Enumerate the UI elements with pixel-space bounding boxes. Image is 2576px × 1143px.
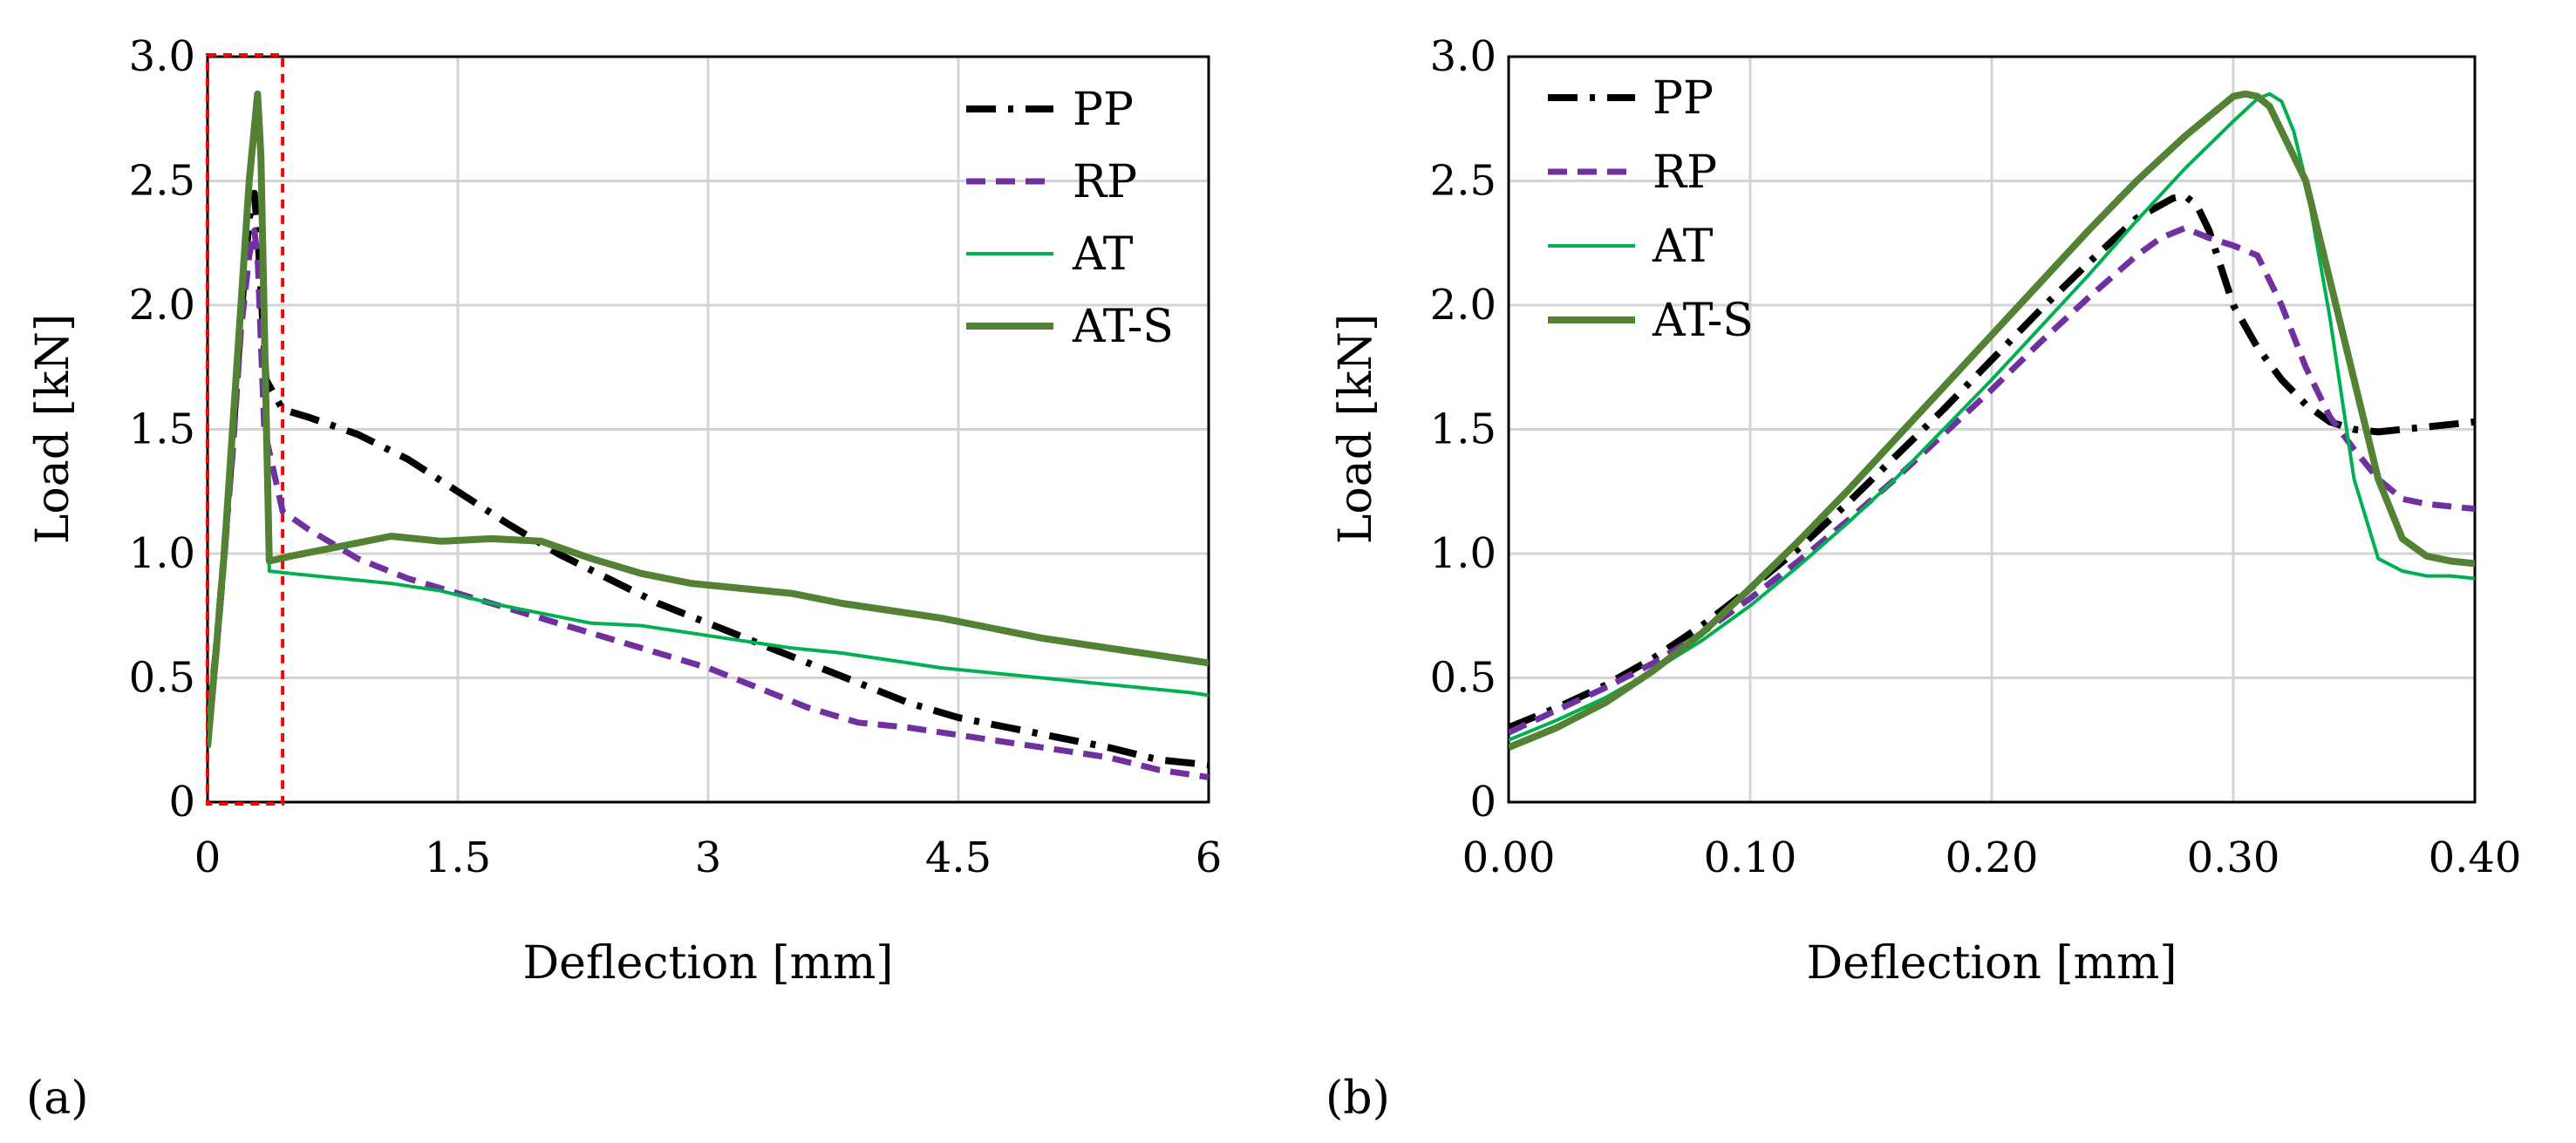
chart-panel-a: 0 0.5 1.0 1.5 2.0 2.5 3.0 0 1.5 3 4.5 6 Deflection… (26, 32, 1222, 1125)
x-tick-label: 0.40 (2429, 833, 2522, 882)
y-tick-labels-a: 0 0.5 1.0 1.5 2.0 2.5 3.0 (129, 32, 195, 827)
legend-label-at-s: AT-S (1652, 295, 1754, 347)
legend-label-rp: RP (1073, 156, 1137, 208)
y-axis-label-b: Load [kN] (1330, 314, 1382, 544)
y-tick-label: 3.0 (1430, 32, 1496, 81)
x-tick-label: 0.30 (2187, 833, 2280, 882)
x-tick-label: 0.00 (1462, 833, 1556, 882)
x-axis-label-b: Deflection [mm] (1806, 937, 2177, 990)
x-tick-labels-b: 0.00 0.10 0.20 0.30 0.40 (1462, 833, 2522, 882)
legend-label-pp: PP (1653, 72, 1714, 125)
series-line-at-s (1509, 90, 2475, 751)
x-tick-label: 0 (194, 833, 221, 882)
legend-label-pp: PP (1073, 84, 1134, 136)
x-tick-labels-a: 0 1.5 3 4.5 6 (194, 833, 1223, 882)
y-tick-label: 0.5 (129, 654, 195, 703)
x-tick-label: 4.5 (925, 833, 992, 882)
panel-label-b: (b) (1325, 1072, 1390, 1125)
y-tick-label: 1.0 (1430, 529, 1496, 578)
y-tick-label: 3.0 (129, 32, 195, 81)
plot-frame-b (1507, 55, 2477, 804)
x-tick-label: 6 (1196, 833, 1223, 882)
y-tick-label: 0 (1469, 778, 1496, 827)
y-tick-labels-b: 0 0.5 1.0 1.5 2.0 2.5 3.0 (1430, 32, 1496, 827)
series-group-a (208, 90, 1209, 780)
series-line-at (1509, 92, 2475, 742)
x-tick-label: 0.10 (1704, 833, 1797, 882)
highlight-box (206, 53, 285, 806)
chart-panel-b: 0 0.5 1.0 1.5 2.0 2.5 3.0 0.00 0.10 0.20 0.30 0.40… (1325, 32, 2521, 1125)
y-tick-label: 1.5 (1430, 405, 1496, 454)
series-line-rp (1509, 225, 2475, 736)
x-tick-label: 1.5 (425, 833, 491, 882)
y-tick-label: 2.0 (1430, 281, 1496, 330)
x-tick-label: 0.20 (1946, 833, 2039, 882)
legend-label-at-s: AT-S (1072, 301, 1174, 353)
y-axis-label-a: Load [kN] (27, 314, 79, 544)
y-tick-label: 0 (168, 778, 195, 827)
series-line-rp (208, 228, 1209, 780)
y-tick-label: 1.0 (129, 529, 195, 578)
series-line-at-s (208, 90, 1209, 748)
panel-label-a: (a) (26, 1072, 89, 1125)
y-tick-label: 2.0 (129, 281, 195, 330)
legend-label-at: AT (1072, 228, 1134, 281)
grid-a (208, 57, 1209, 802)
legend-b: PP RP AT AT-S (1548, 72, 1754, 347)
y-tick-label: 2.5 (129, 157, 195, 206)
legend-a: PP RP AT AT-S (966, 84, 1174, 353)
y-tick-label: 1.5 (129, 405, 195, 454)
x-axis-label-a: Deflection [mm] (522, 937, 893, 990)
y-tick-label: 2.5 (1430, 157, 1496, 206)
legend-label-at: AT (1652, 221, 1714, 273)
legend-label-rp: RP (1653, 146, 1717, 199)
y-tick-label: 0.5 (1430, 654, 1496, 703)
series-group-b (1509, 90, 2475, 751)
grid-b (1509, 57, 2475, 802)
x-tick-label: 3 (695, 833, 722, 882)
